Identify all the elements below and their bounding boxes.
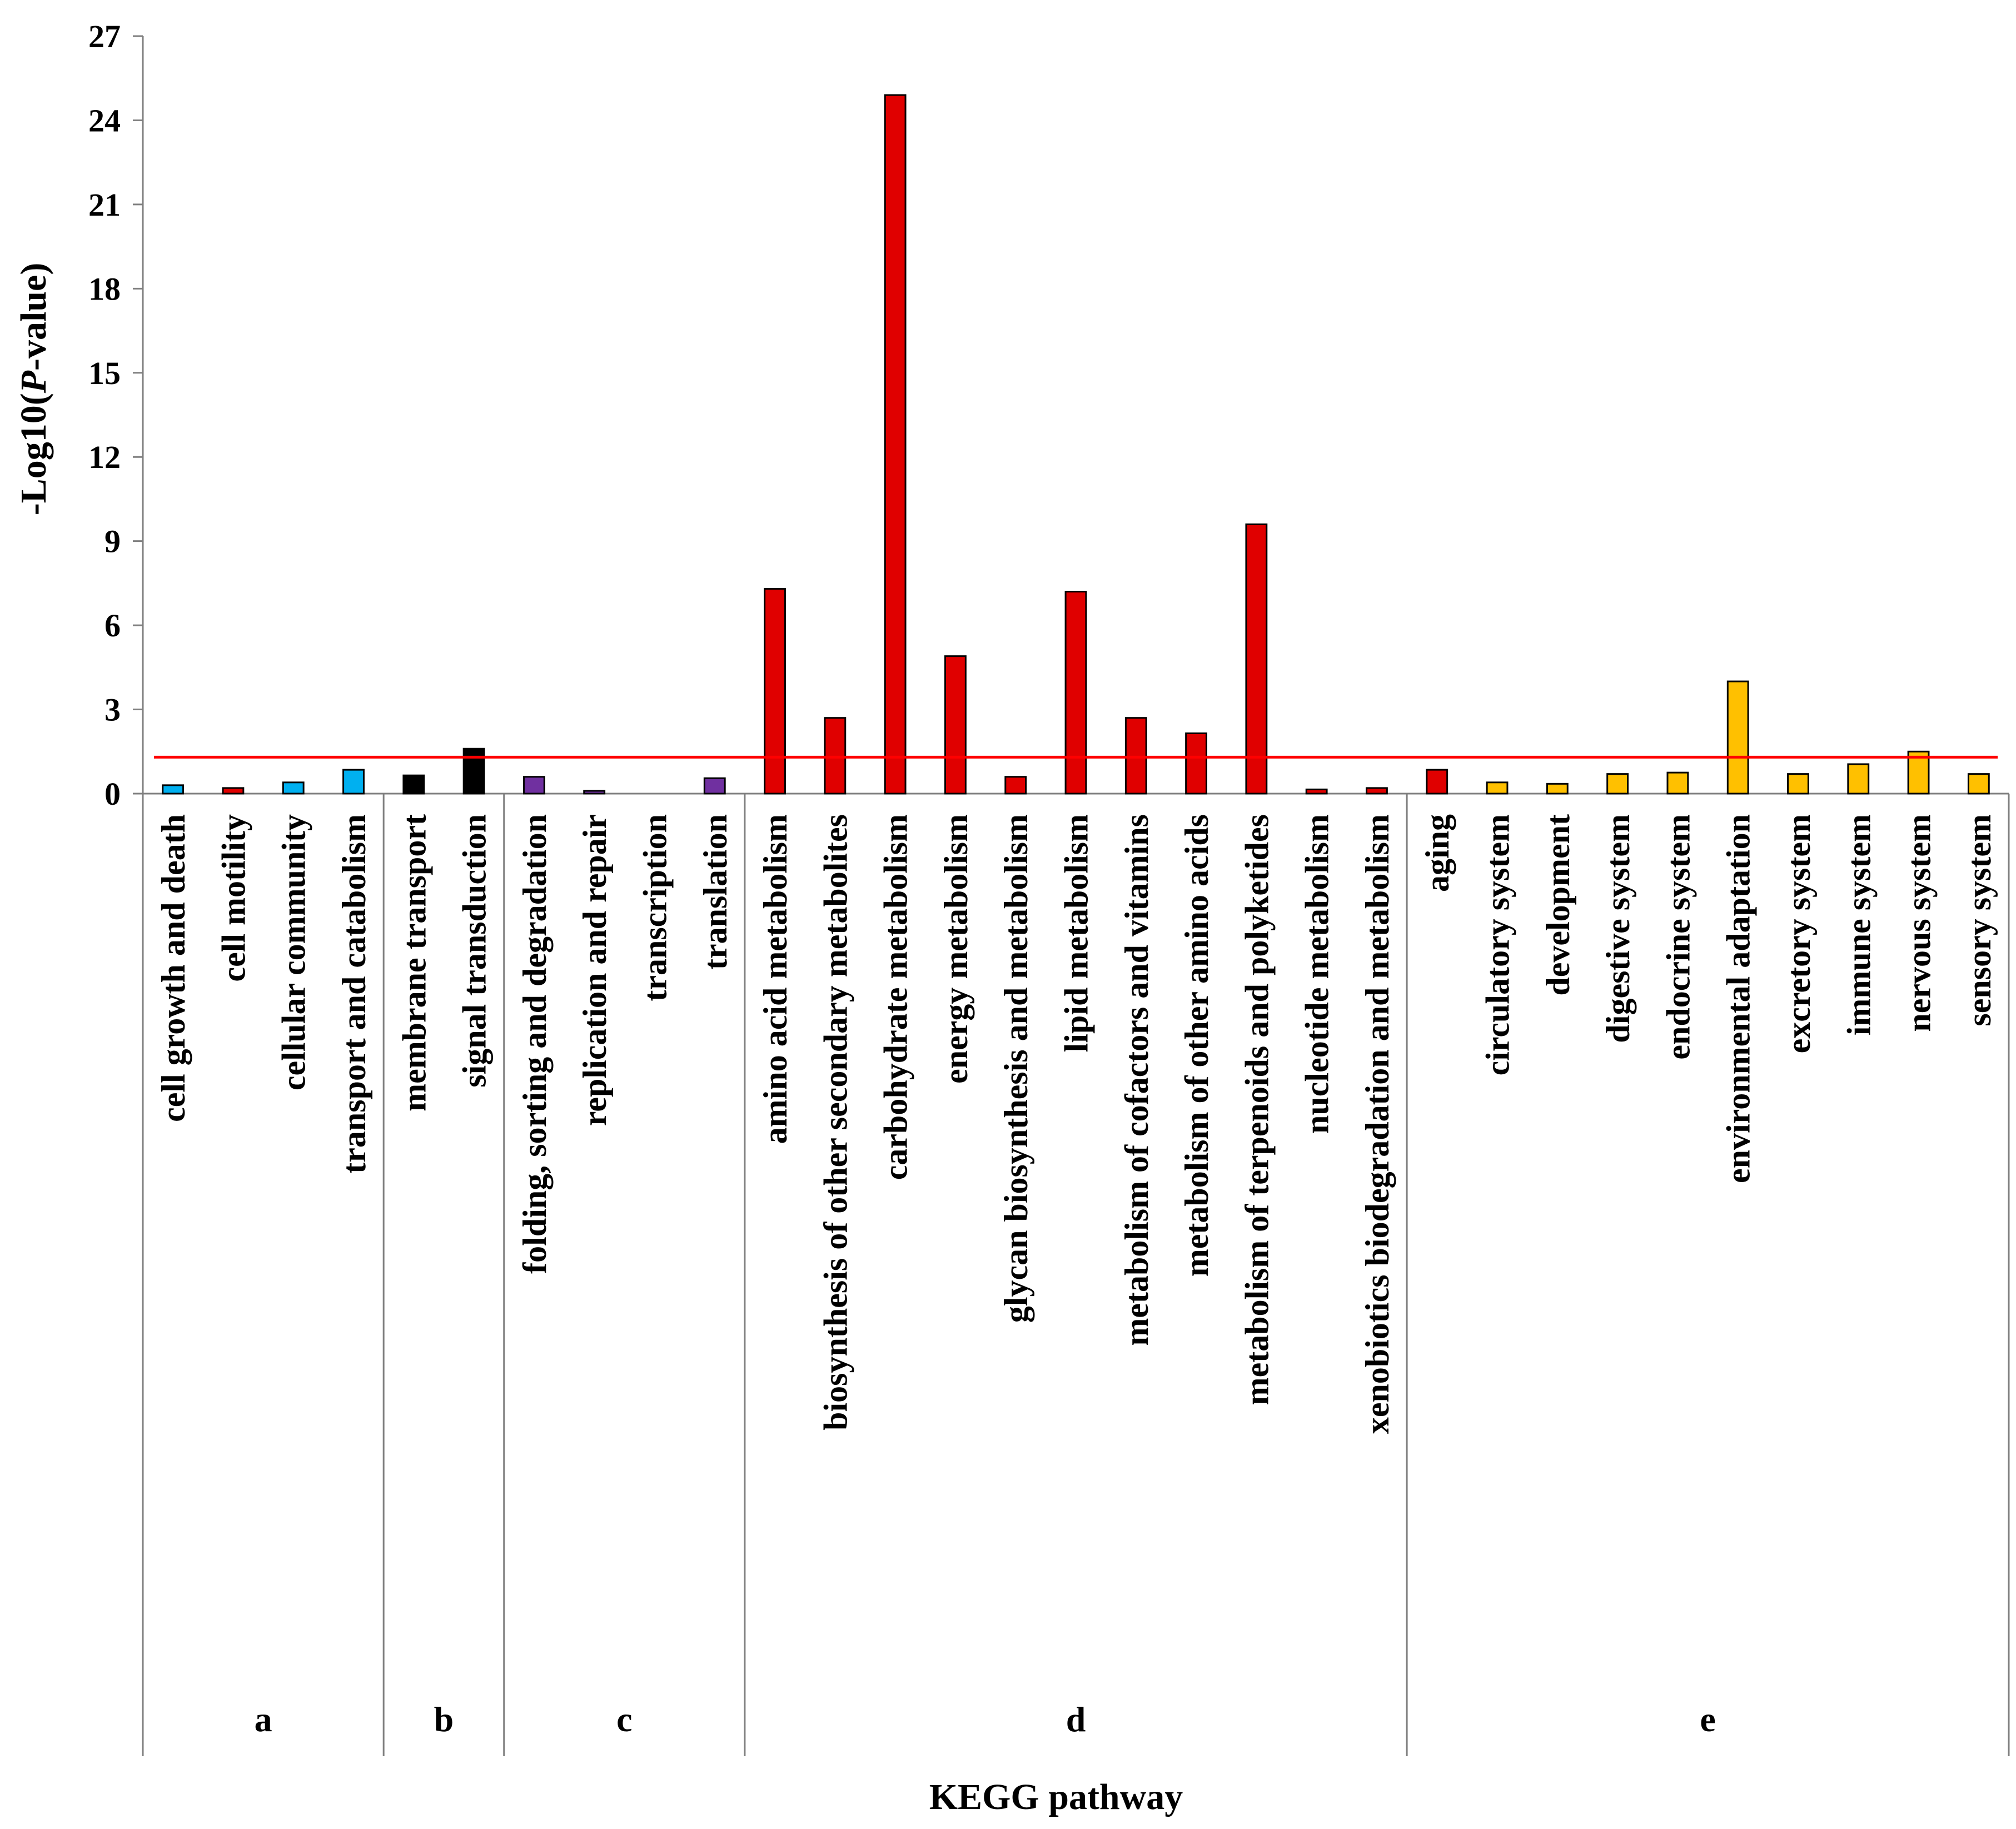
bar xyxy=(1004,776,1027,795)
bar xyxy=(1185,732,1207,795)
bar xyxy=(1124,717,1147,795)
bar xyxy=(222,787,245,795)
category-label: cell growth and death xyxy=(155,814,192,1122)
bar xyxy=(764,587,786,795)
category-label: endocrine system xyxy=(1660,814,1696,1060)
y-tick-label: 12 xyxy=(88,439,121,475)
y-tick-label: 6 xyxy=(104,607,121,644)
y-axis-title-italic: P xyxy=(13,370,54,393)
category-label: folding, sorting and degradation xyxy=(516,814,553,1274)
category-label: nervous system xyxy=(1901,814,1938,1032)
bar xyxy=(1064,591,1087,795)
y-axis-title: -Log10(P-value) xyxy=(13,263,54,516)
bar xyxy=(1366,787,1388,795)
y-axis-title-suffix: -value) xyxy=(13,263,54,371)
bar xyxy=(583,790,606,795)
bar xyxy=(1666,771,1689,795)
category-label: development xyxy=(1540,814,1576,996)
bar xyxy=(1546,783,1569,795)
bar xyxy=(824,717,847,795)
bars-layer xyxy=(154,94,1998,795)
bar xyxy=(462,747,485,795)
y-axis-title-prefix: -Log10( xyxy=(13,393,54,515)
category-label: nucleotide metabolism xyxy=(1299,814,1336,1134)
category-label: sensory system xyxy=(1961,814,1998,1026)
bar xyxy=(1426,769,1448,795)
y-tick-label: 24 xyxy=(88,102,121,138)
bar xyxy=(1787,773,1809,795)
category-label: signal transduction xyxy=(456,814,493,1088)
x-axis-title: KEGG pathway xyxy=(929,1777,1183,1817)
bar xyxy=(1967,773,1990,795)
category-label: metabolism of other amino acids xyxy=(1178,814,1215,1277)
category-label: carbohydrate metabolism xyxy=(878,814,914,1180)
bar xyxy=(1726,680,1749,795)
category-label: cellular community xyxy=(276,814,312,1090)
category-label: circulatory system xyxy=(1480,814,1516,1075)
bar xyxy=(884,94,907,795)
bar xyxy=(522,776,545,795)
category-label: metabolism of terpenoids and polyketides xyxy=(1238,814,1275,1405)
y-tick-label: 18 xyxy=(88,271,121,307)
category-label: amino acid metabolism xyxy=(757,814,794,1144)
category-label: replication and repair xyxy=(576,814,613,1126)
category-label: glycan biosynthesis and metabolism xyxy=(998,814,1034,1323)
group-label: c xyxy=(616,1700,632,1739)
category-label: metabolism of cofactors and vitamins xyxy=(1118,814,1155,1346)
category-label: biosynthesis of other secondary metaboli… xyxy=(817,814,854,1431)
category-label: transcription xyxy=(636,814,673,1001)
y-tick-label: 15 xyxy=(88,355,121,391)
axes-layer xyxy=(133,35,2010,1756)
group-label: a xyxy=(255,1700,272,1739)
category-label: environmental adaptation xyxy=(1720,814,1757,1183)
bar xyxy=(1907,750,1930,795)
category-label: immune system xyxy=(1840,814,1877,1035)
y-tick-label: 27 xyxy=(88,18,121,54)
category-label: excretory system xyxy=(1780,814,1817,1053)
category-label: translation xyxy=(697,814,734,970)
bar xyxy=(402,774,425,795)
bar xyxy=(162,784,185,795)
bar xyxy=(1245,523,1268,795)
group-label: d xyxy=(1066,1700,1086,1739)
bar xyxy=(703,777,726,795)
category-label: cell motility xyxy=(215,814,252,982)
category-label: membrane transport xyxy=(396,814,432,1112)
y-tick-label: 21 xyxy=(88,187,121,223)
y-tick-label: 0 xyxy=(104,776,121,812)
group-label: e xyxy=(1700,1700,1715,1739)
category-label: lipid metabolism xyxy=(1058,814,1095,1052)
bar xyxy=(1486,781,1509,795)
category-label: transport and catabolism xyxy=(336,814,372,1174)
bar xyxy=(282,781,305,795)
bar xyxy=(1305,788,1328,795)
group-label: b xyxy=(434,1700,454,1739)
category-label: aging xyxy=(1419,814,1456,892)
y-tick-label: 9 xyxy=(104,524,121,560)
y-tick-label: 3 xyxy=(104,692,121,728)
bar xyxy=(944,655,967,795)
category-label: xenobiotics biodegradation and metabolis… xyxy=(1359,814,1396,1434)
bar xyxy=(1606,773,1629,795)
category-label: energy metabolism xyxy=(938,814,974,1084)
bar xyxy=(1847,763,1870,795)
category-label: digestive system xyxy=(1600,814,1636,1043)
bar xyxy=(342,769,365,795)
